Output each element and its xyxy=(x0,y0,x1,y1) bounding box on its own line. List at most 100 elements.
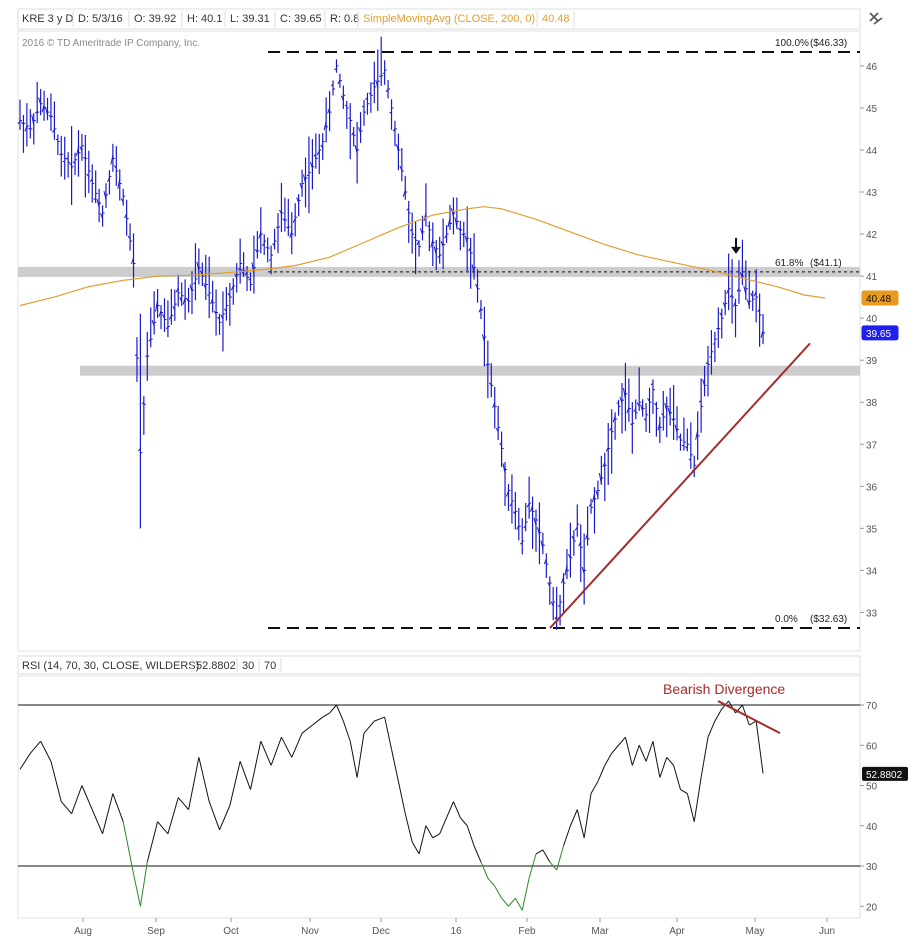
rsi-segment xyxy=(473,845,482,863)
price-bar-open xyxy=(279,209,282,214)
rsi-tick-label: 70 xyxy=(866,701,878,712)
price-bar-open xyxy=(547,582,551,587)
rsi-segment xyxy=(618,736,626,746)
price-bar-open xyxy=(162,314,165,319)
price-bar-open xyxy=(630,423,633,426)
price-bar-open xyxy=(41,104,45,113)
price-bar-open xyxy=(536,527,540,535)
price-bar-open xyxy=(395,144,399,152)
price-bar-open xyxy=(468,246,472,252)
price-bar-open xyxy=(268,259,272,261)
price-bar-open xyxy=(261,242,265,247)
price-bar-open xyxy=(447,217,451,228)
price-bar-open xyxy=(34,111,38,114)
price-bar-open xyxy=(65,157,69,160)
rsi-segment xyxy=(542,849,551,863)
price-bar-open xyxy=(688,458,691,461)
rsi-segment xyxy=(239,761,251,790)
y-tick-label: 33 xyxy=(866,608,878,619)
rsi-segment xyxy=(528,853,537,879)
price-bar-open xyxy=(488,382,492,386)
price-bar-open xyxy=(746,299,750,307)
price-bar-open xyxy=(571,535,575,540)
rsi-segment xyxy=(322,712,330,718)
rsi-segment xyxy=(363,720,375,734)
price-bar-open xyxy=(622,387,626,400)
price-bar-open xyxy=(433,246,437,256)
sma-line xyxy=(19,206,826,307)
price-bar-open xyxy=(495,427,499,432)
price-bar-open xyxy=(179,296,183,302)
rsi-value-label: 52.8802 xyxy=(196,660,236,672)
price-bar-open xyxy=(189,284,193,292)
price-bar-open xyxy=(237,268,241,271)
price-bar-open xyxy=(299,182,303,190)
rsi-segment xyxy=(624,737,633,766)
rsi-segment xyxy=(755,721,764,774)
y-tick-label: 39 xyxy=(866,356,878,367)
price-bar-open xyxy=(550,601,554,607)
x-tick-label: Jun xyxy=(819,926,835,937)
price-bar-open xyxy=(117,178,121,190)
price-bar-open xyxy=(124,213,128,219)
x-tick-label: Feb xyxy=(518,926,536,937)
price-bar-open xyxy=(358,127,362,134)
price-bar-open xyxy=(316,150,320,156)
price-bar-open xyxy=(38,97,42,105)
settings-collapse-icon[interactable] xyxy=(869,12,883,25)
fib-price-label: ($41.1) xyxy=(810,258,842,269)
price-bar-open xyxy=(323,121,327,131)
price-bar-open xyxy=(588,503,592,507)
rsi-segment xyxy=(19,753,31,770)
price-bar-open xyxy=(636,402,640,407)
price-bar-open xyxy=(254,248,258,253)
price-bar-open xyxy=(351,131,355,136)
price-bar-open xyxy=(705,361,709,365)
price-bar-open xyxy=(523,525,527,529)
price-bar-open xyxy=(330,83,334,87)
price-bar-open xyxy=(540,540,544,549)
price-bar-open xyxy=(640,404,644,412)
price-bar-open xyxy=(210,298,214,305)
price-bar-open xyxy=(561,577,564,584)
price-bar-open xyxy=(258,231,262,239)
price-bar-open xyxy=(671,418,674,422)
price-bar-open xyxy=(186,298,189,302)
price-bar-open xyxy=(533,517,537,526)
price-bar-open xyxy=(729,294,733,298)
price-bar-open xyxy=(145,355,148,358)
study-label[interactable]: SimpleMovingAvg (CLOSE, 200, 0) xyxy=(363,13,535,25)
rsi-segment xyxy=(336,704,344,722)
rsi-segment xyxy=(301,724,313,734)
rsi-segment xyxy=(680,789,688,794)
price-bar-open xyxy=(234,273,238,279)
symbol-label[interactable]: KRE 3 y D xyxy=(22,13,73,25)
down-arrow-head-icon xyxy=(731,246,741,254)
price-bar-open xyxy=(69,163,72,166)
y-tick-label: 34 xyxy=(866,566,878,577)
price-bar-open xyxy=(660,413,664,416)
price-bar-open xyxy=(83,156,86,160)
price-bar-open xyxy=(423,213,427,221)
rsi-segment xyxy=(157,821,169,835)
rsi-segment xyxy=(425,825,434,839)
price-bar-open xyxy=(657,422,661,431)
price-bar-open xyxy=(106,177,110,183)
price-bar-open xyxy=(131,257,134,265)
price-bar-open xyxy=(103,191,107,200)
price-bar-open xyxy=(406,207,410,211)
close-label: C: 39.65 xyxy=(280,13,322,25)
rsi-segment xyxy=(452,801,461,818)
rsi-segment xyxy=(404,813,413,842)
rsi-segment xyxy=(480,861,489,879)
y-tick-label: 43 xyxy=(866,188,878,199)
copyright-text: 2016 © TD Ameritrade IP Company, Inc. xyxy=(22,38,200,49)
rsi-segment xyxy=(638,745,647,762)
high-label: H: 40.1 xyxy=(187,13,222,25)
price-bar-open xyxy=(148,339,151,342)
rsi-label[interactable]: RSI (14, 70, 30, CLOSE, WILDERS) xyxy=(22,660,199,672)
rsi-segment xyxy=(590,781,599,794)
price-bar-open xyxy=(567,553,571,559)
rsi-tick-label: 30 xyxy=(866,862,878,873)
price-bar-open xyxy=(48,114,52,118)
